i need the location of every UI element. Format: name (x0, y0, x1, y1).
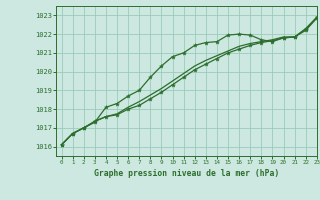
X-axis label: Graphe pression niveau de la mer (hPa): Graphe pression niveau de la mer (hPa) (94, 169, 279, 178)
